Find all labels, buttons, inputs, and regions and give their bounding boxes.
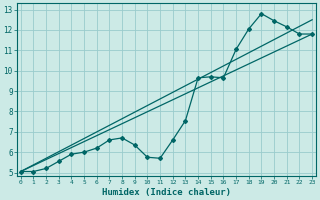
X-axis label: Humidex (Indice chaleur): Humidex (Indice chaleur) <box>102 188 231 197</box>
